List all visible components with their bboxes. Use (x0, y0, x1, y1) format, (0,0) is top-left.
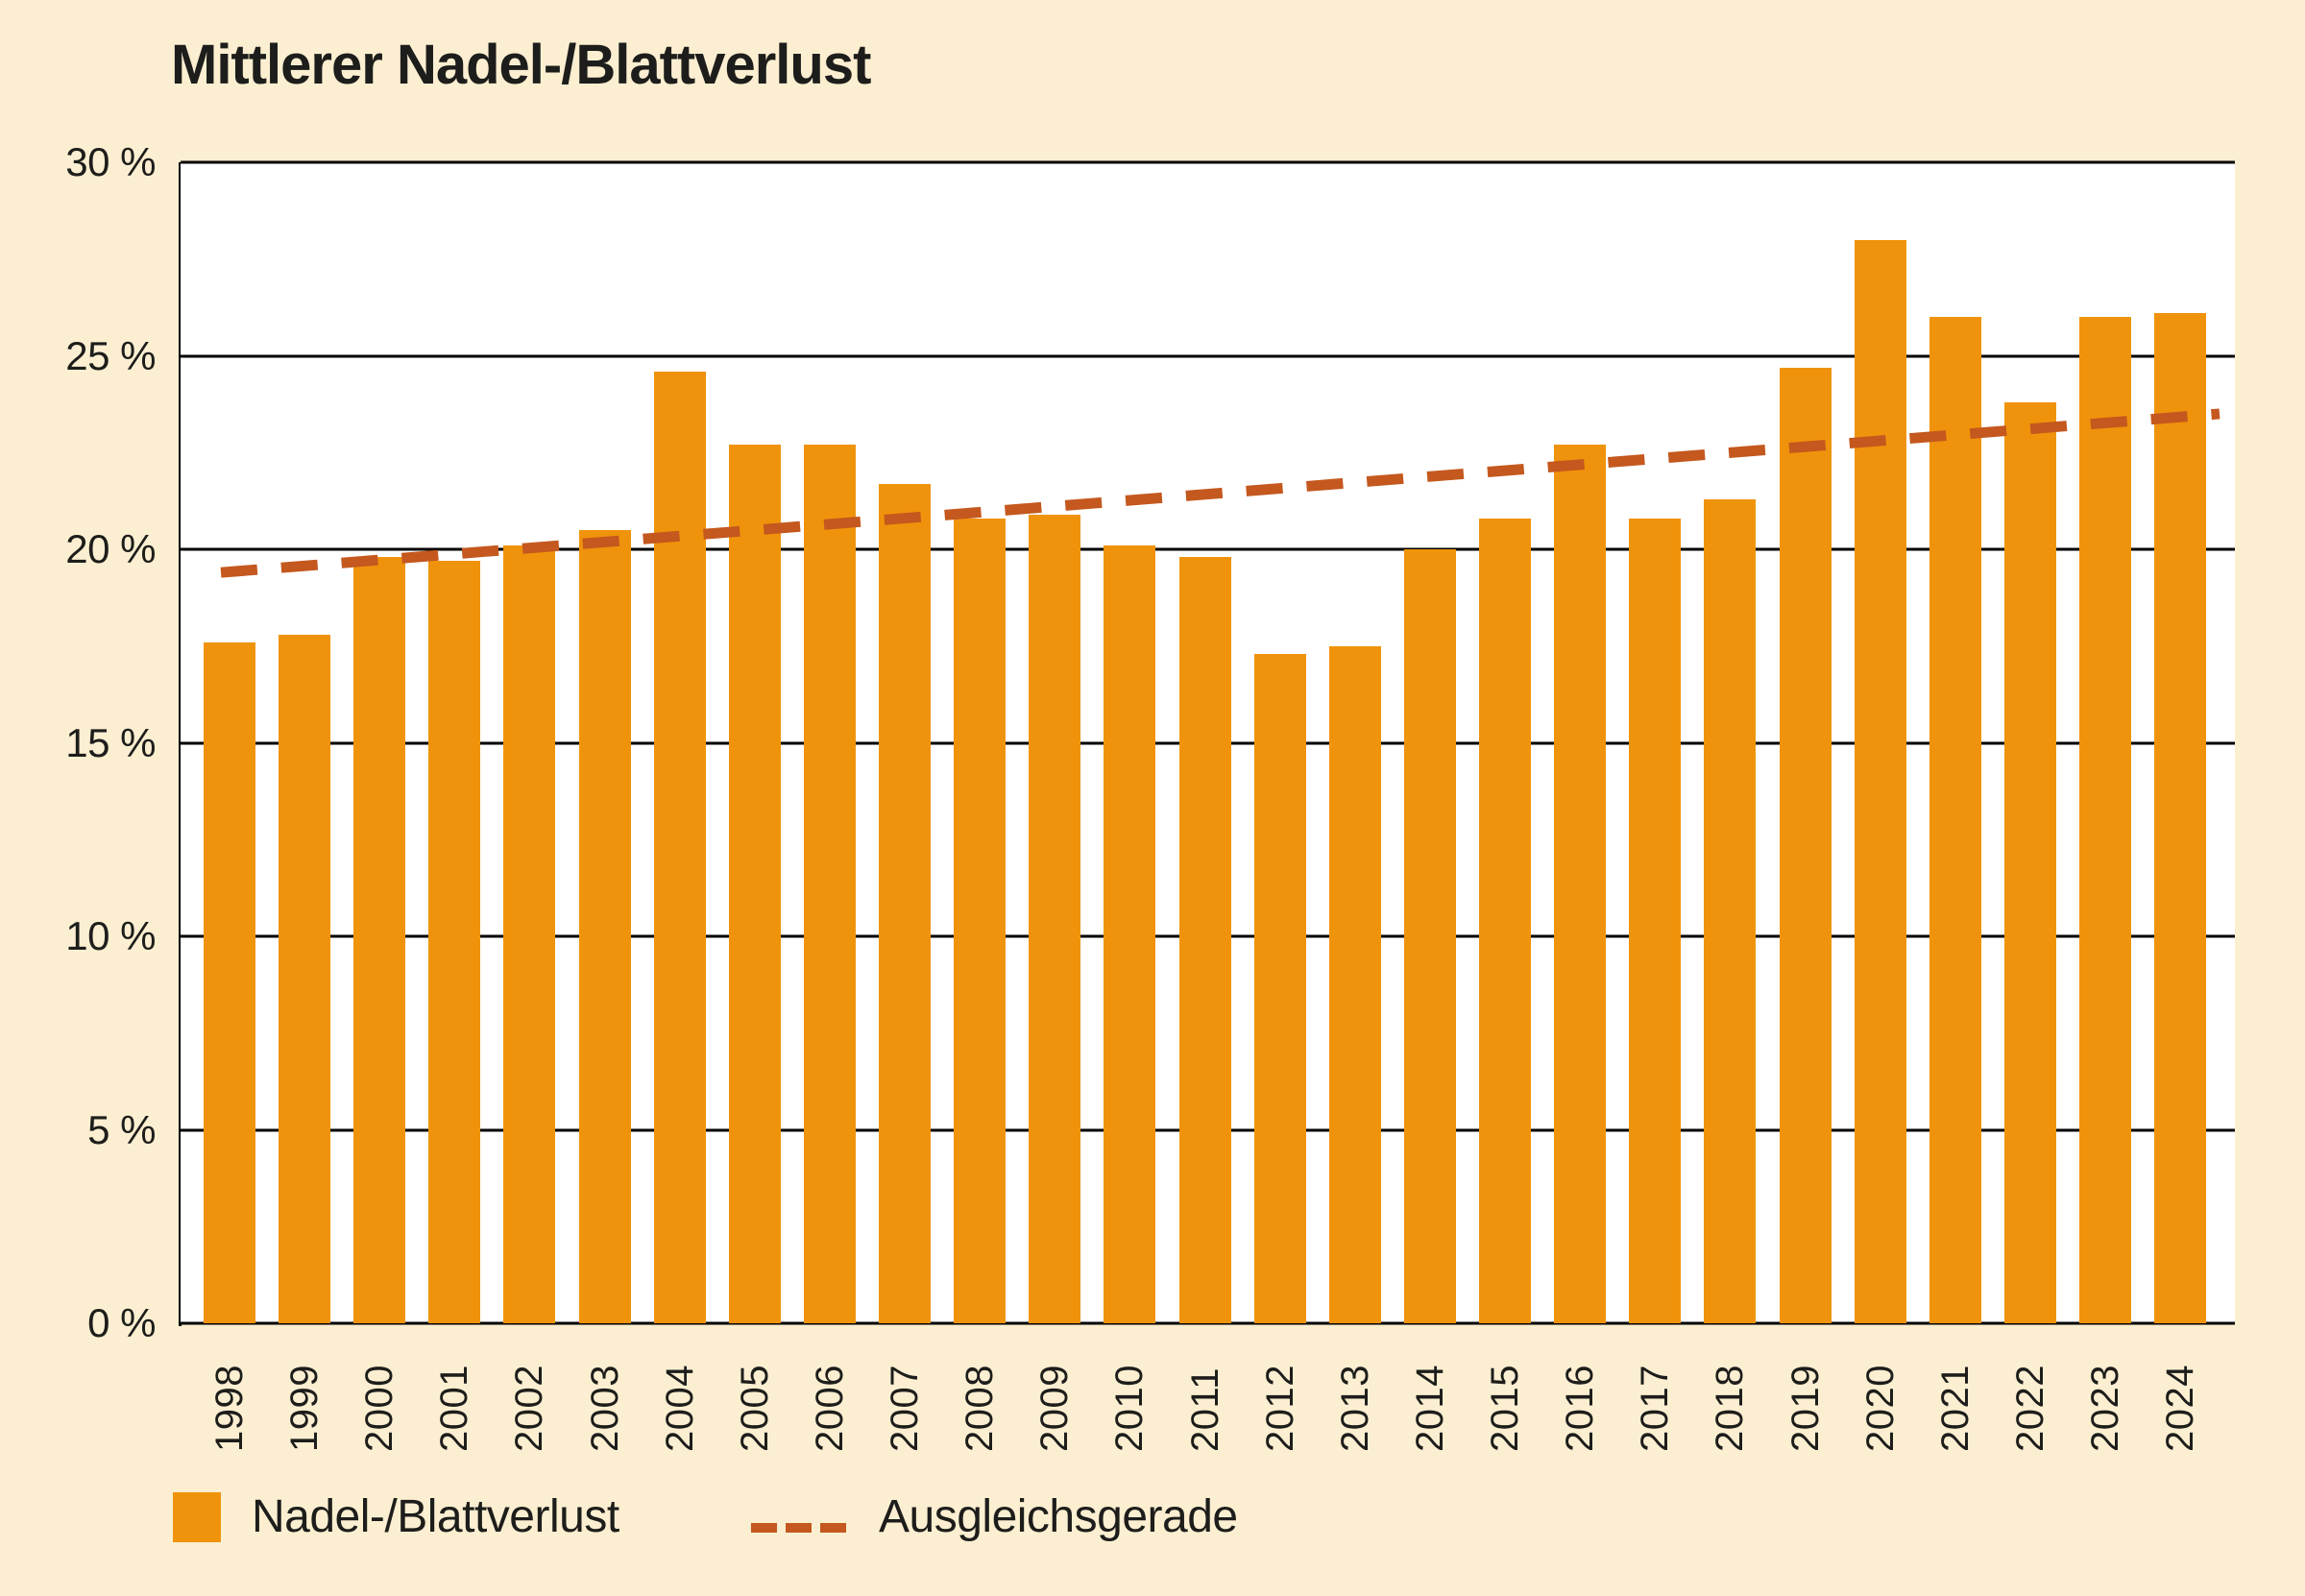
x-tick-label-2009: 2009 (1033, 1365, 1077, 1452)
bar-2009 (1029, 514, 1081, 1323)
legend-trend-label: Ausgleichsgerade (879, 1491, 1238, 1542)
x-tick-label-2010: 2010 (1108, 1365, 1152, 1452)
x-tick-label-2011: 2011 (1183, 1366, 1226, 1452)
x-tick-label-2005: 2005 (733, 1365, 776, 1452)
x-tick-label-2015: 2015 (1484, 1365, 1527, 1452)
bar-2003 (578, 529, 631, 1323)
x-tick-label-2000: 2000 (358, 1365, 401, 1452)
x-tick-label-2023: 2023 (2084, 1365, 2126, 1452)
x-tick-label-2013: 2013 (1333, 1365, 1376, 1452)
x-tick-label-2018: 2018 (1709, 1365, 1752, 1452)
x-tick-label-2016: 2016 (1559, 1365, 1602, 1452)
bar-2020 (1854, 239, 1906, 1323)
y-tick-label-25: 25 % (65, 332, 156, 378)
y-axis-line (179, 162, 182, 1326)
bar-2004 (653, 371, 706, 1323)
legend: Nadel-/Blattverlust Ausgleichsgerade (0, 1487, 2305, 1554)
y-tick-label-10: 10 % (65, 913, 156, 958)
bar-1999 (279, 634, 331, 1323)
gridline-0pct (181, 1321, 2235, 1325)
x-tick-label-2022: 2022 (2008, 1365, 2051, 1452)
bar-2005 (728, 445, 781, 1323)
bar-2014 (1403, 549, 1456, 1323)
y-tick-label-15: 15 % (65, 719, 156, 765)
plot-area (181, 160, 2235, 1325)
bar-2013 (1328, 645, 1381, 1323)
x-tick-label-2021: 2021 (1933, 1365, 1977, 1452)
trendline-path (220, 408, 2220, 578)
bar-2011 (1178, 557, 1231, 1323)
x-tick-label-2014: 2014 (1408, 1365, 1451, 1452)
legend-bar-swatch-icon (173, 1492, 221, 1542)
bar-2008 (954, 518, 1007, 1323)
x-tick-label-2017: 2017 (1634, 1365, 1677, 1452)
bar-2000 (353, 557, 406, 1323)
x-tick-label-2004: 2004 (658, 1365, 701, 1452)
y-tick-label-20: 20 % (65, 526, 156, 571)
dash-segment (820, 1523, 846, 1533)
dash-segment (751, 1523, 777, 1533)
bar-2022 (2003, 401, 2056, 1323)
x-tick-label-2020: 2020 (1858, 1365, 1902, 1452)
trendline (220, 408, 2220, 578)
y-tick-label-5: 5 % (87, 1106, 156, 1152)
x-tick-label-2024: 2024 (2159, 1365, 2202, 1452)
bar-2001 (428, 561, 481, 1323)
bar-2018 (1704, 498, 1757, 1323)
bar-2010 (1104, 544, 1156, 1323)
x-tick-label-2019: 2019 (1783, 1365, 1827, 1452)
bar-2007 (879, 483, 932, 1323)
y-tick-label-0: 0 % (87, 1300, 156, 1345)
x-tick-label-1998: 1998 (208, 1365, 251, 1452)
gridline-20pct (181, 547, 2235, 551)
bar-1998 (204, 641, 255, 1323)
x-tick-label-1999: 1999 (283, 1365, 327, 1452)
gridline-25pct (181, 354, 2235, 357)
legend-bar-label: Nadel-/Blattverlust (252, 1491, 619, 1542)
x-tick-label-2001: 2001 (433, 1365, 476, 1452)
bar-2002 (503, 544, 556, 1323)
x-tick-label-2008: 2008 (958, 1365, 1002, 1452)
x-tick-label-2012: 2012 (1258, 1365, 1301, 1452)
bar-2019 (1779, 367, 1832, 1323)
x-tick-label-2002: 2002 (508, 1365, 551, 1452)
dash-segment (786, 1523, 812, 1533)
x-tick-label-2006: 2006 (808, 1365, 851, 1452)
bar-2021 (1929, 317, 1981, 1323)
bar-2017 (1629, 518, 1682, 1323)
chart-title: Mittlerer Nadel-/Blattverlust (171, 34, 871, 96)
x-tick-label-2007: 2007 (884, 1365, 927, 1452)
y-tick-label-30: 30 % (65, 139, 156, 184)
bar-2015 (1479, 518, 1532, 1323)
bar-2023 (2079, 317, 2131, 1323)
bar-2024 (2154, 313, 2207, 1323)
gridline-30pct (181, 160, 2235, 164)
x-tick-label-2003: 2003 (583, 1365, 626, 1452)
bar-2016 (1554, 445, 1607, 1323)
bar-2012 (1253, 653, 1306, 1323)
bar-2006 (803, 445, 856, 1323)
